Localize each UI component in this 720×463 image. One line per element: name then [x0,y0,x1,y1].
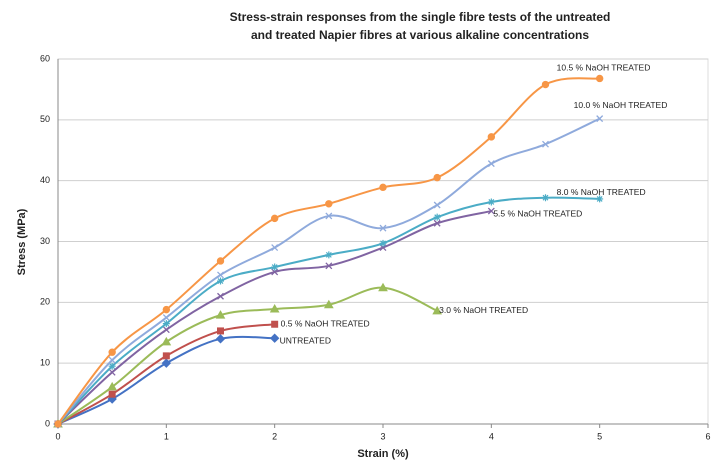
point [271,320,279,328]
chart-title: Stress-strain responses from the single … [230,10,611,24]
y-tick-label: 50 [40,114,50,124]
point [325,212,333,220]
point [271,263,279,271]
series-line [57,117,601,425]
point [487,160,495,168]
point [433,201,441,209]
y-tick-label: 30 [40,236,50,246]
point [161,358,172,368]
point [108,368,116,376]
y-tick-label: 0 [45,418,50,428]
series-line [57,286,438,425]
point [215,310,226,319]
point [270,214,279,223]
point [108,362,116,370]
point [161,336,172,346]
point [433,173,441,182]
point [596,115,604,123]
point [379,224,387,232]
x-tick-label: 3 [380,431,385,441]
point [217,277,224,285]
series-line [57,196,600,425]
point [107,381,118,391]
series-label: 5.5 % NaOH TREATED [493,208,582,218]
point [217,292,224,300]
series-label: 3.0 % NaOH TREATED [439,305,528,315]
point [216,257,225,265]
point [596,195,604,203]
point [379,239,387,247]
point [379,183,387,192]
series-label: 8.0 % NaOH TREATED [557,187,646,197]
x-tick-label: 6 [705,431,710,441]
point [325,262,333,270]
x-tick-label: 2 [272,431,277,441]
point [217,327,224,335]
point [542,194,549,202]
point [487,198,495,206]
point [108,356,116,364]
point [325,200,333,208]
chart-title: and treated Napier fibres at various alk… [251,28,589,42]
series-label: UNTREATED [280,335,331,345]
y-tick-label: 20 [40,297,50,307]
point [217,271,224,279]
point [325,251,333,259]
point [108,348,116,356]
point [271,244,279,252]
point [269,304,280,313]
point [271,268,279,276]
y-tick-label: 40 [40,175,50,185]
x-tick-label: 5 [597,431,602,441]
series-line [57,77,600,425]
point [541,80,550,89]
series-label: 0.5 % NaOH TREATED [281,318,370,328]
y-axis-title: Stress (MPa) [16,208,28,275]
y-tick-label: 60 [40,53,50,63]
point [432,305,443,315]
x-axis-title: Strain (%) [357,448,409,460]
point [108,390,116,398]
point [162,320,170,328]
x-tick-label: 1 [164,431,169,441]
point [487,133,496,141]
series-label: 10.5 % NaOH TREATED [557,63,651,73]
point [162,305,171,314]
point [269,333,280,343]
point [215,334,226,344]
point [162,314,170,322]
point [433,213,441,221]
point [162,352,170,360]
point [54,420,62,428]
series-label: 10.0 % NaOH TREATED [574,100,668,110]
point [323,299,334,309]
y-tick-label: 10 [40,358,50,368]
x-tick-label: 0 [55,431,60,441]
x-tick-label: 4 [489,431,494,441]
point [378,282,388,292]
point [162,326,170,334]
point [595,74,604,83]
point [433,219,441,227]
point [542,140,549,148]
point [487,207,495,215]
